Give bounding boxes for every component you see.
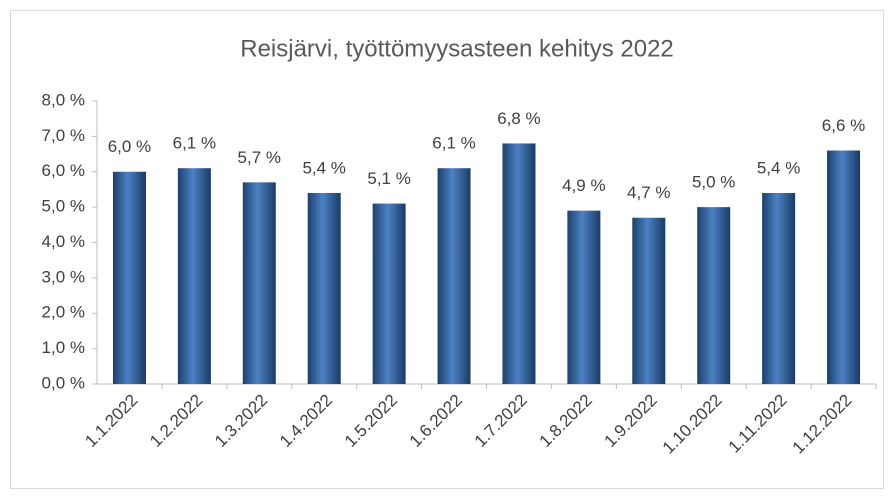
bar (567, 210, 601, 384)
bar (502, 143, 536, 384)
value-label: 5,1 % (367, 169, 410, 188)
y-tick-label: 8,0 % (42, 90, 85, 109)
y-tick-label: 2,0 % (42, 303, 85, 322)
value-label: 5,4 % (302, 158, 345, 177)
y-tick-label: 1,0 % (42, 338, 85, 357)
value-label: 4,7 % (627, 183, 670, 202)
y-tick-label: 4,0 % (42, 232, 85, 251)
y-tick-label: 5,0 % (42, 197, 85, 216)
value-label: 6,8 % (497, 109, 540, 128)
value-label: 6,1 % (432, 134, 475, 153)
bar (177, 168, 211, 384)
y-tick-label: 6,0 % (42, 161, 85, 180)
value-label: 5,4 % (757, 158, 800, 177)
y-tick-label: 0,0 % (42, 373, 85, 392)
y-tick-label: 3,0 % (42, 267, 85, 286)
bar (307, 192, 341, 384)
y-tick-label: 7,0 % (42, 126, 85, 145)
bar (437, 168, 471, 384)
bar (697, 207, 731, 384)
bar (827, 150, 861, 384)
bar (372, 203, 406, 384)
bar (112, 171, 146, 384)
bar (242, 182, 276, 384)
value-label: 5,7 % (238, 148, 281, 167)
chart-title: Reisjärvi, työttömyysasteen kehitys 2022 (240, 35, 674, 62)
value-label: 6,1 % (173, 134, 216, 153)
value-label: 5,0 % (692, 173, 735, 192)
bar (632, 217, 666, 384)
value-label: 6,0 % (108, 137, 151, 156)
bar (762, 192, 796, 384)
value-label: 6,6 % (822, 116, 865, 135)
value-label: 4,9 % (562, 176, 605, 195)
